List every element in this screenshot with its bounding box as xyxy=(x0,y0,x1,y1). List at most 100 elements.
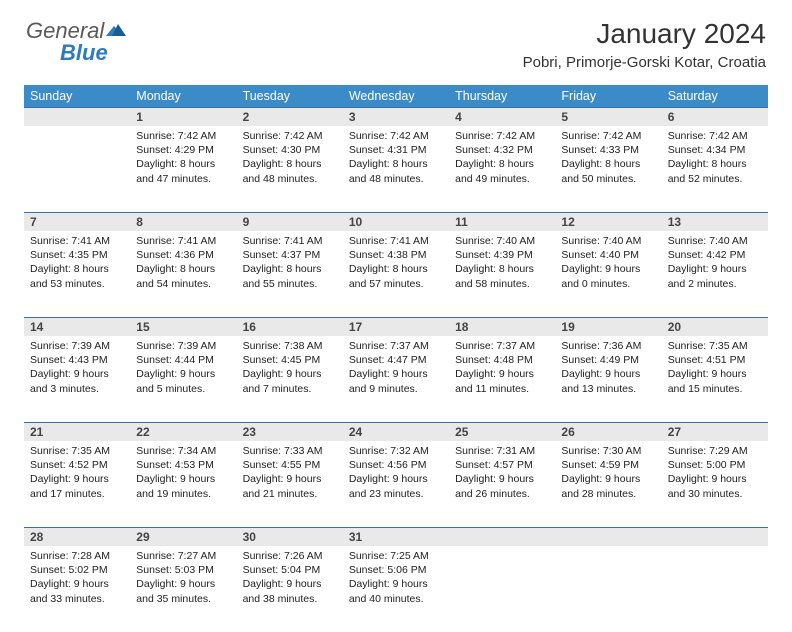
day-number-cell: 31 xyxy=(343,527,449,546)
day-details: Sunrise: 7:42 AMSunset: 4:33 PMDaylight:… xyxy=(555,126,661,192)
day-number-cell: 24 xyxy=(343,422,449,441)
weekday-header-row: Sunday Monday Tuesday Wednesday Thursday… xyxy=(24,85,768,107)
day-details: Sunrise: 7:42 AMSunset: 4:29 PMDaylight:… xyxy=(130,126,236,192)
day-number: 31 xyxy=(343,527,449,546)
day-details: Sunrise: 7:32 AMSunset: 4:56 PMDaylight:… xyxy=(343,441,449,507)
day-number: 8 xyxy=(130,212,236,231)
day-detail-cell: Sunrise: 7:39 AMSunset: 4:44 PMDaylight:… xyxy=(130,336,236,422)
day-detail-cell: Sunrise: 7:41 AMSunset: 4:38 PMDaylight:… xyxy=(343,231,449,317)
day-number: 3 xyxy=(343,107,449,126)
day-detail-cell: Sunrise: 7:26 AMSunset: 5:04 PMDaylight:… xyxy=(237,546,343,632)
month-title: January 2024 xyxy=(523,18,766,50)
weekday-header: Thursday xyxy=(449,85,555,107)
day-number: 6 xyxy=(662,107,768,126)
day-number-cell: 19 xyxy=(555,317,661,336)
day-number xyxy=(24,107,130,126)
day-number-cell: 11 xyxy=(449,212,555,231)
day-detail-cell: Sunrise: 7:40 AMSunset: 4:39 PMDaylight:… xyxy=(449,231,555,317)
day-number: 30 xyxy=(237,527,343,546)
day-number-cell xyxy=(24,107,130,126)
brand-part2: Blue xyxy=(60,40,108,65)
day-detail-cell: Sunrise: 7:27 AMSunset: 5:03 PMDaylight:… xyxy=(130,546,236,632)
day-number: 14 xyxy=(24,317,130,336)
day-number xyxy=(555,527,661,546)
day-number: 9 xyxy=(237,212,343,231)
day-number-cell: 21 xyxy=(24,422,130,441)
day-details: Sunrise: 7:33 AMSunset: 4:55 PMDaylight:… xyxy=(237,441,343,507)
day-number-cell: 20 xyxy=(662,317,768,336)
day-number-cell: 9 xyxy=(237,212,343,231)
day-number xyxy=(662,527,768,546)
week-detail-row: Sunrise: 7:35 AMSunset: 4:52 PMDaylight:… xyxy=(24,441,768,527)
day-details: Sunrise: 7:37 AMSunset: 4:48 PMDaylight:… xyxy=(449,336,555,402)
day-details: Sunrise: 7:41 AMSunset: 4:38 PMDaylight:… xyxy=(343,231,449,297)
weekday-header: Monday xyxy=(130,85,236,107)
week-detail-row: Sunrise: 7:28 AMSunset: 5:02 PMDaylight:… xyxy=(24,546,768,632)
day-number xyxy=(449,527,555,546)
day-details: Sunrise: 7:34 AMSunset: 4:53 PMDaylight:… xyxy=(130,441,236,507)
day-number-cell: 30 xyxy=(237,527,343,546)
weekday-header: Tuesday xyxy=(237,85,343,107)
day-detail-cell: Sunrise: 7:42 AMSunset: 4:29 PMDaylight:… xyxy=(130,126,236,212)
day-details: Sunrise: 7:39 AMSunset: 4:43 PMDaylight:… xyxy=(24,336,130,402)
day-detail-cell: Sunrise: 7:42 AMSunset: 4:32 PMDaylight:… xyxy=(449,126,555,212)
day-number-cell: 22 xyxy=(130,422,236,441)
day-number-cell: 25 xyxy=(449,422,555,441)
day-number: 13 xyxy=(662,212,768,231)
day-number-cell: 14 xyxy=(24,317,130,336)
day-detail-cell: Sunrise: 7:41 AMSunset: 4:35 PMDaylight:… xyxy=(24,231,130,317)
day-number-cell: 17 xyxy=(343,317,449,336)
day-number: 2 xyxy=(237,107,343,126)
day-detail-cell: Sunrise: 7:41 AMSunset: 4:37 PMDaylight:… xyxy=(237,231,343,317)
day-details: Sunrise: 7:26 AMSunset: 5:04 PMDaylight:… xyxy=(237,546,343,612)
day-number: 24 xyxy=(343,422,449,441)
day-details: Sunrise: 7:42 AMSunset: 4:30 PMDaylight:… xyxy=(237,126,343,192)
day-number-cell xyxy=(662,527,768,546)
day-detail-cell: Sunrise: 7:39 AMSunset: 4:43 PMDaylight:… xyxy=(24,336,130,422)
day-detail-cell: Sunrise: 7:42 AMSunset: 4:33 PMDaylight:… xyxy=(555,126,661,212)
day-number: 1 xyxy=(130,107,236,126)
weekday-header: Saturday xyxy=(662,85,768,107)
day-details: Sunrise: 7:38 AMSunset: 4:45 PMDaylight:… xyxy=(237,336,343,402)
day-number-cell: 8 xyxy=(130,212,236,231)
day-number-cell: 12 xyxy=(555,212,661,231)
day-details: Sunrise: 7:42 AMSunset: 4:32 PMDaylight:… xyxy=(449,126,555,192)
day-number: 11 xyxy=(449,212,555,231)
day-details: Sunrise: 7:35 AMSunset: 4:51 PMDaylight:… xyxy=(662,336,768,402)
day-details: Sunrise: 7:35 AMSunset: 4:52 PMDaylight:… xyxy=(24,441,130,507)
day-details: Sunrise: 7:40 AMSunset: 4:40 PMDaylight:… xyxy=(555,231,661,297)
header: General Blue January 2024 Pobri, Primorj… xyxy=(0,0,792,77)
week-detail-row: Sunrise: 7:41 AMSunset: 4:35 PMDaylight:… xyxy=(24,231,768,317)
day-number: 10 xyxy=(343,212,449,231)
day-number: 12 xyxy=(555,212,661,231)
day-number-cell: 26 xyxy=(555,422,661,441)
day-number: 26 xyxy=(555,422,661,441)
day-number-cell: 15 xyxy=(130,317,236,336)
week-daynum-row: 28293031 xyxy=(24,527,768,546)
day-detail-cell: Sunrise: 7:33 AMSunset: 4:55 PMDaylight:… xyxy=(237,441,343,527)
week-daynum-row: 14151617181920 xyxy=(24,317,768,336)
day-number: 22 xyxy=(130,422,236,441)
week-detail-row: Sunrise: 7:39 AMSunset: 4:43 PMDaylight:… xyxy=(24,336,768,422)
day-number: 23 xyxy=(237,422,343,441)
day-detail-cell: Sunrise: 7:32 AMSunset: 4:56 PMDaylight:… xyxy=(343,441,449,527)
day-number: 17 xyxy=(343,317,449,336)
day-detail-cell: Sunrise: 7:40 AMSunset: 4:42 PMDaylight:… xyxy=(662,231,768,317)
day-number-cell: 3 xyxy=(343,107,449,126)
brand-logo: General Blue xyxy=(26,18,126,44)
day-number-cell: 28 xyxy=(24,527,130,546)
day-number-cell: 4 xyxy=(449,107,555,126)
day-number: 16 xyxy=(237,317,343,336)
day-detail-cell: Sunrise: 7:42 AMSunset: 4:34 PMDaylight:… xyxy=(662,126,768,212)
day-number: 20 xyxy=(662,317,768,336)
day-details: Sunrise: 7:31 AMSunset: 4:57 PMDaylight:… xyxy=(449,441,555,507)
day-number-cell: 16 xyxy=(237,317,343,336)
week-daynum-row: 78910111213 xyxy=(24,212,768,231)
day-details: Sunrise: 7:40 AMSunset: 4:39 PMDaylight:… xyxy=(449,231,555,297)
day-number-cell: 18 xyxy=(449,317,555,336)
day-number: 5 xyxy=(555,107,661,126)
day-detail-cell: Sunrise: 7:37 AMSunset: 4:48 PMDaylight:… xyxy=(449,336,555,422)
day-number-cell xyxy=(449,527,555,546)
day-detail-cell: Sunrise: 7:42 AMSunset: 4:31 PMDaylight:… xyxy=(343,126,449,212)
day-details: Sunrise: 7:41 AMSunset: 4:37 PMDaylight:… xyxy=(237,231,343,297)
